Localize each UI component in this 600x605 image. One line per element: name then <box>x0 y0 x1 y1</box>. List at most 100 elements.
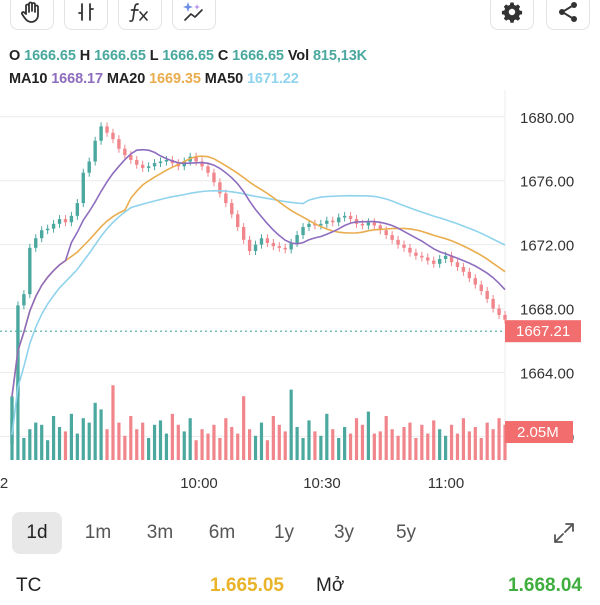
candle-body <box>301 227 305 236</box>
candle-body <box>277 246 281 248</box>
range-5y[interactable]: 5y <box>395 522 417 543</box>
price-chart[interactable]: 1680.001676.001672.001668.001664.001660.… <box>0 90 600 498</box>
hand-icon <box>20 1 44 23</box>
volume-bar <box>75 433 79 460</box>
volume-bar <box>360 424 365 460</box>
candle-body <box>319 223 323 226</box>
x-tick-label: 2 <box>0 475 8 492</box>
candle-body <box>164 159 169 162</box>
candle-body <box>87 161 91 173</box>
volume-bar <box>57 427 62 460</box>
hand-tool-button[interactable] <box>10 0 54 30</box>
volume-bar <box>129 416 133 460</box>
candle-body <box>467 271 472 279</box>
ma20-label: MA20 <box>106 71 146 87</box>
candle-body <box>449 255 454 263</box>
candle-body <box>236 214 240 228</box>
ma10-line <box>11 148 506 397</box>
candle-body <box>34 238 38 248</box>
candle-body <box>265 238 270 244</box>
volume-bar <box>236 433 240 460</box>
ma-legend: MA10 1668.17 MA20 1669.35 MA50 1671.22 <box>9 71 299 87</box>
candle-body <box>360 223 365 226</box>
volume-bar <box>432 420 436 460</box>
candle-body <box>283 247 287 250</box>
volume-bar <box>313 431 317 460</box>
candle-body <box>158 161 163 164</box>
candle-body <box>63 219 68 223</box>
ma20-line <box>11 155 506 397</box>
ma10-label: MA10 <box>9 71 48 87</box>
candle-body <box>69 215 74 223</box>
candle-body <box>39 230 44 239</box>
volume-bar <box>348 433 353 460</box>
candle-body <box>117 139 121 149</box>
candle-body <box>146 166 151 168</box>
settings-button[interactable] <box>490 0 534 30</box>
high-label: H <box>79 48 91 64</box>
stats-row: TC 1.665.05 Mở 1.668.04 <box>0 575 600 605</box>
volume-bar <box>289 389 293 460</box>
volume-bar <box>147 438 151 460</box>
candle-body <box>336 217 341 223</box>
volume-bar <box>366 411 370 460</box>
volume-bar <box>271 416 275 460</box>
candle-body <box>10 396 14 445</box>
volume-bar <box>402 427 406 460</box>
candle-body <box>390 235 394 240</box>
volume-bar <box>111 385 115 460</box>
volume-bar <box>461 418 466 460</box>
candle-body <box>271 243 276 247</box>
ai-chart-button[interactable] <box>172 0 216 30</box>
y-tick-label: 1672.00 <box>520 238 574 255</box>
candle-body <box>307 223 311 228</box>
price-tag-label: 1667.21 <box>516 323 570 340</box>
volume-bar <box>158 420 163 460</box>
candle-body <box>247 239 252 252</box>
range-1y[interactable]: 1y <box>273 522 295 543</box>
range-6m[interactable]: 6m <box>208 522 236 543</box>
volume-bar <box>467 431 471 460</box>
volume-bar <box>307 420 311 460</box>
volume-bar <box>449 424 454 460</box>
volume-bar <box>69 413 73 460</box>
volume-bar <box>253 435 258 460</box>
share-icon <box>556 0 580 24</box>
volume-bar <box>455 433 460 460</box>
volume-bar <box>390 429 394 460</box>
candle-body <box>443 255 448 260</box>
volume-bar <box>414 438 418 460</box>
volume-bar <box>438 429 442 460</box>
expand-icon[interactable] <box>552 521 576 550</box>
ohlc-legend: O 1666.65 H 1666.65 L 1666.65 C 1666.65 … <box>9 48 367 64</box>
tc-label: TC <box>16 575 42 596</box>
formula-button[interactable] <box>118 0 162 30</box>
range-3m[interactable]: 3m <box>146 522 174 543</box>
volume-bar <box>99 409 103 460</box>
x-tick-label: 10:00 <box>180 475 218 492</box>
candle-body <box>402 244 406 248</box>
volume-bar <box>343 427 347 460</box>
ticks-icon <box>74 1 98 23</box>
candle-body <box>348 215 353 220</box>
volume-bar <box>200 429 204 460</box>
candle-body <box>105 126 109 133</box>
candle-body <box>218 182 222 194</box>
x-tick-label: 11:00 <box>428 475 464 492</box>
volume-bar <box>135 429 139 460</box>
candle-body <box>194 156 198 162</box>
volume-bar <box>277 424 281 460</box>
range-3y[interactable]: 3y <box>333 522 355 543</box>
indicator-tool-button[interactable] <box>64 0 108 30</box>
candle-body <box>135 159 139 165</box>
volume-bar <box>212 424 216 460</box>
candle-body <box>28 247 32 295</box>
share-button[interactable] <box>546 0 590 30</box>
y-tick-label: 1676.00 <box>520 174 574 191</box>
range-1d[interactable]: 1d <box>12 512 62 554</box>
candle-body <box>295 235 299 244</box>
range-1m[interactable]: 1m <box>84 522 112 543</box>
volume-bar <box>16 380 20 460</box>
candle-body <box>331 220 335 223</box>
gear-icon <box>500 0 524 24</box>
